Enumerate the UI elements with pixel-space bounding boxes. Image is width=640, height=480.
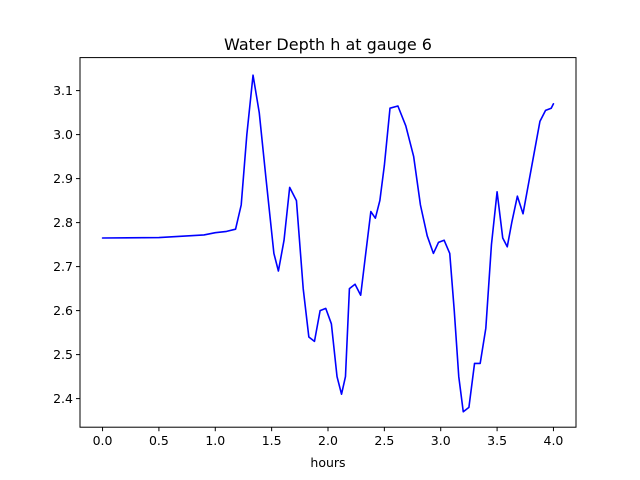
x-tick-label: 3.5: [487, 433, 507, 448]
y-tick-label: 2.8: [53, 215, 73, 230]
x-axis: 0.0 0.5 1.0 1.5 2.0 2.5 3.0 3.5 4.0: [93, 427, 564, 448]
x-tick-label: 0.5: [149, 433, 169, 448]
x-tick-label: 1.5: [262, 433, 282, 448]
series-line: [101, 74, 555, 413]
y-tick-label: 2.9: [53, 171, 73, 186]
y-tick-label: 2.6: [53, 303, 73, 318]
y-tick-label: 2.7: [53, 259, 73, 274]
x-tick-label: 0.0: [93, 433, 113, 448]
x-axis-label: hours: [310, 455, 345, 470]
y-axis: 2.4 2.5 2.6 2.7 2.8 2.9 3.0 3.1: [53, 83, 80, 406]
y-tick-label: 3.1: [53, 83, 73, 98]
plot-area: [80, 57, 576, 428]
x-tick-label: 2.5: [374, 433, 394, 448]
x-tick-label: 1.0: [205, 433, 225, 448]
y-tick-label: 2.4: [53, 391, 73, 406]
y-tick-label: 2.5: [53, 347, 73, 362]
x-tick-label: 3.0: [431, 433, 451, 448]
x-tick-label: 4.0: [544, 433, 564, 448]
chart-title: Water Depth h at gauge 6: [224, 35, 432, 54]
x-tick-label: 2.0: [318, 433, 338, 448]
y-tick-label: 3.0: [53, 127, 73, 142]
